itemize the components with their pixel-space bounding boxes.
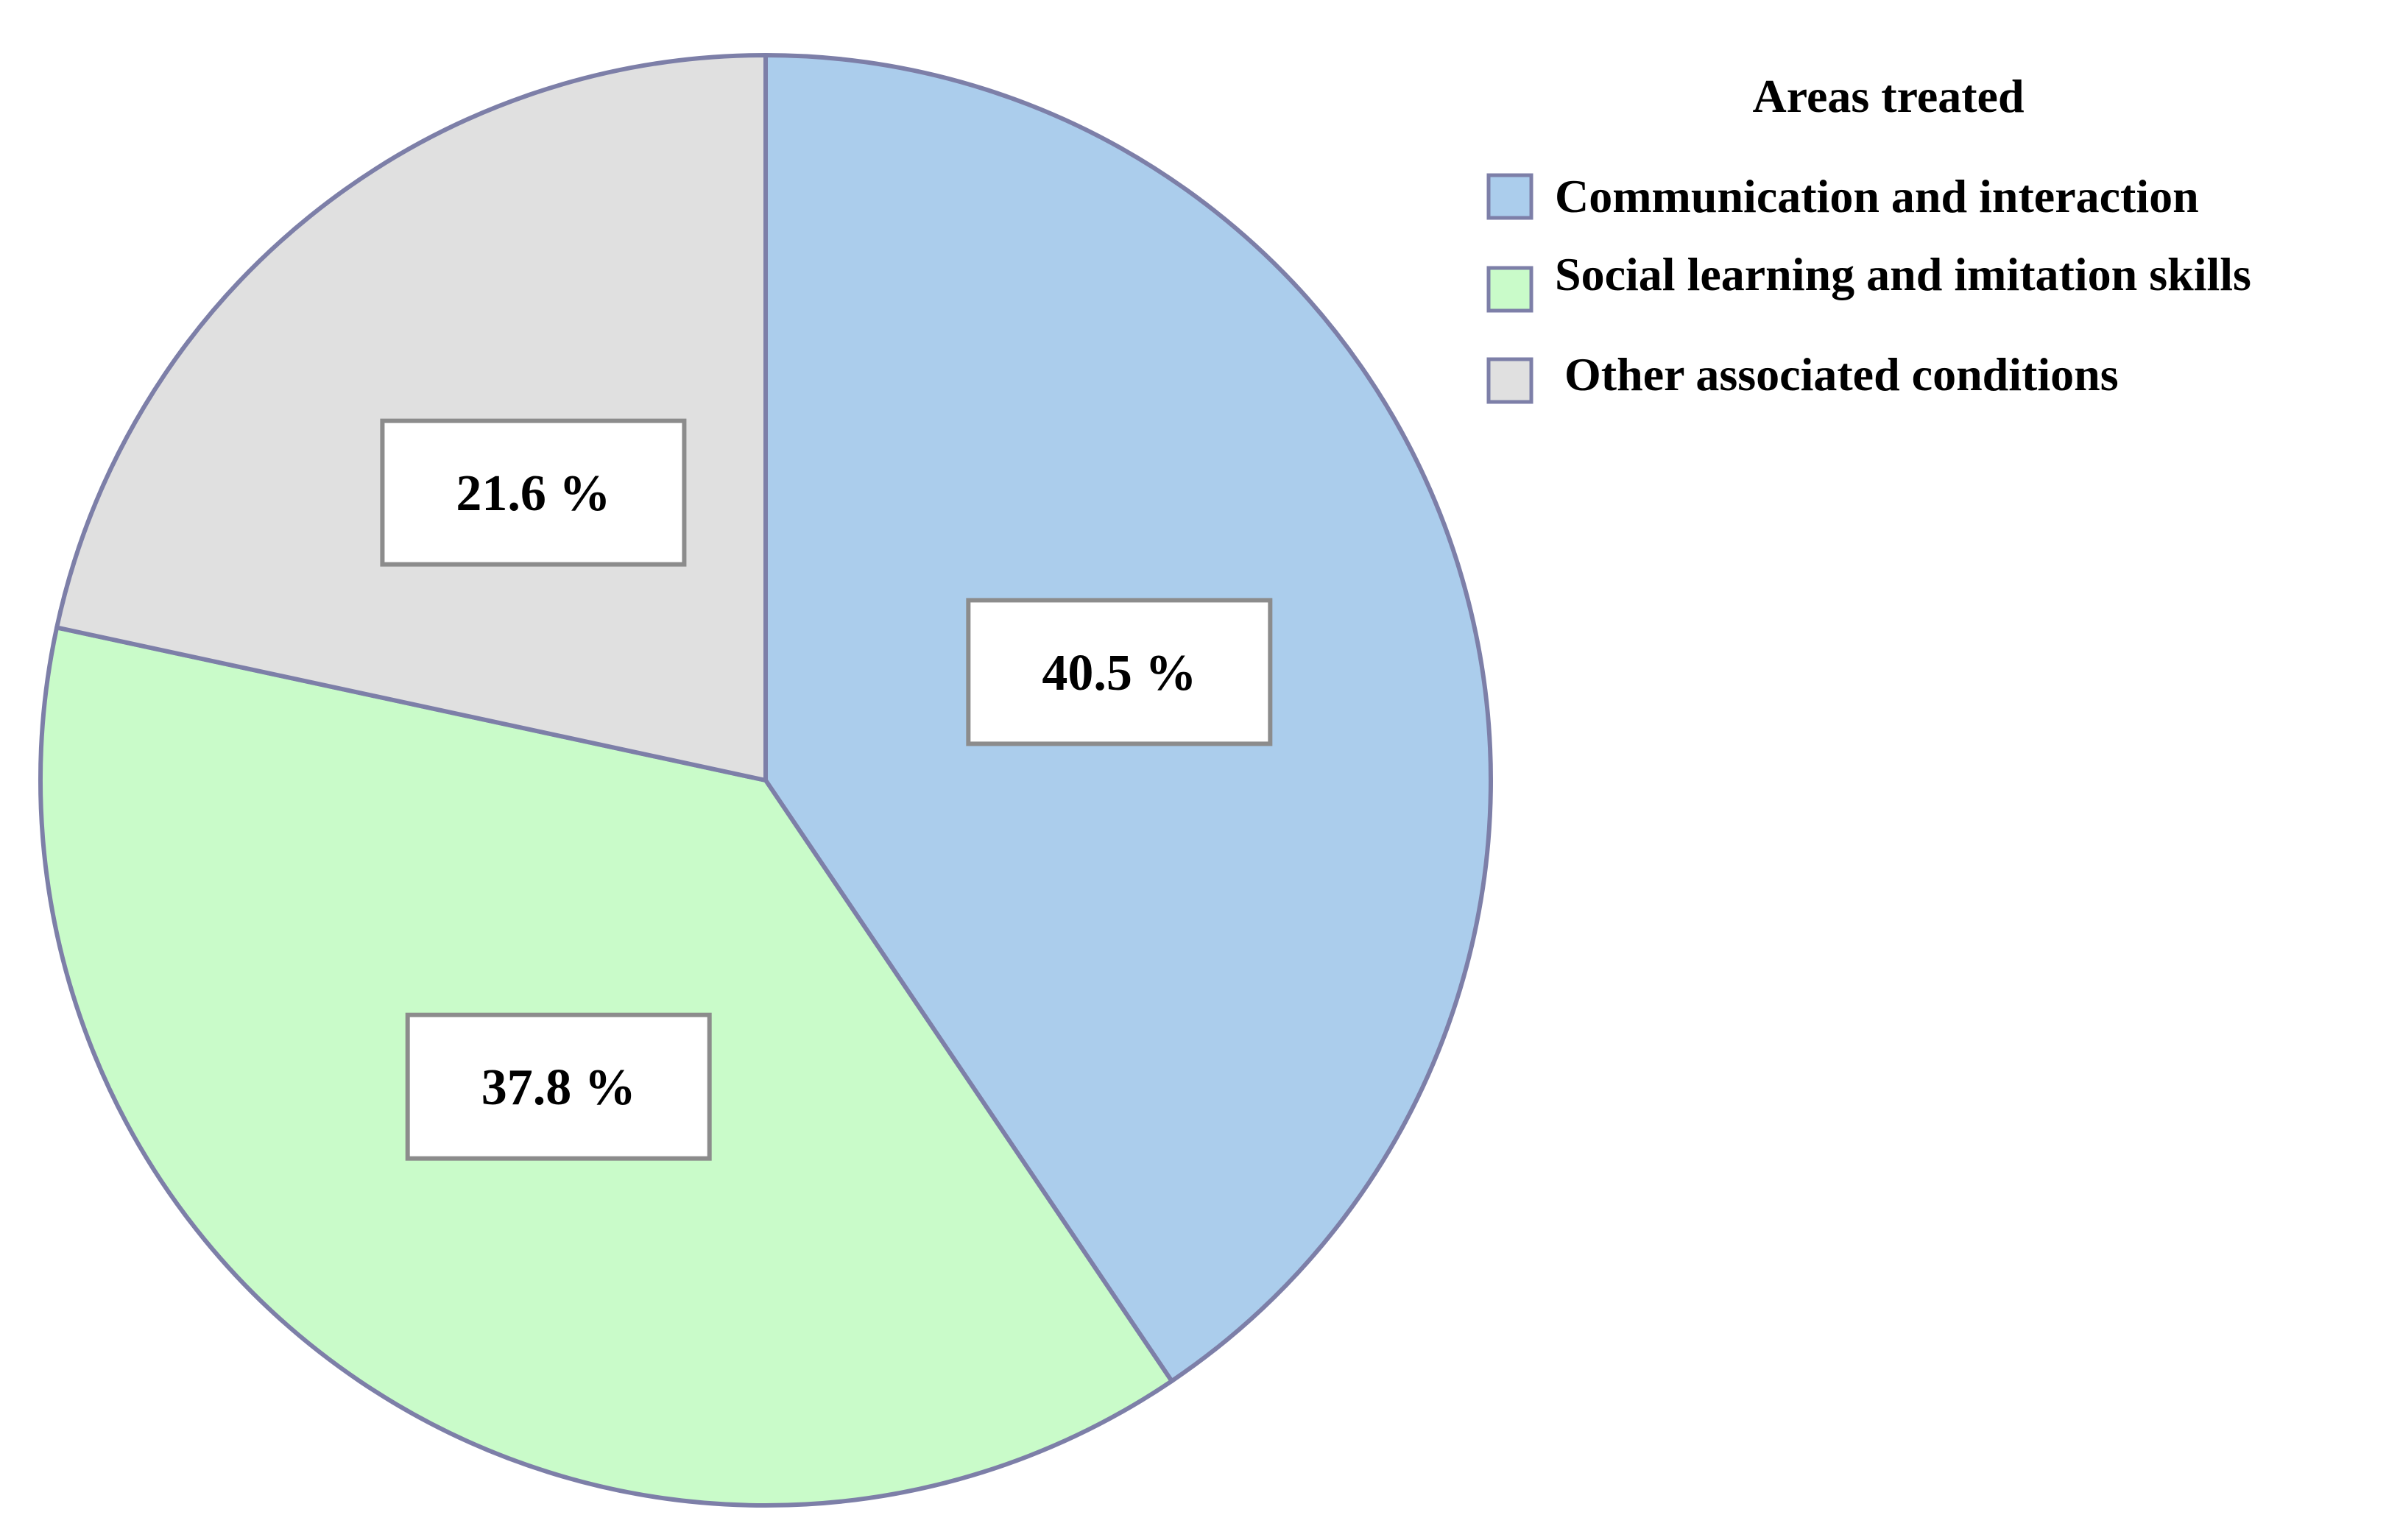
legend-item: Social learning and imitation skills xyxy=(1486,248,2251,313)
legend-swatch xyxy=(1486,173,1533,220)
legend-item: Other associated conditions xyxy=(1486,348,2119,404)
data-label-text: 21.6 % xyxy=(456,465,610,522)
data-label-box xyxy=(405,1012,712,1161)
legend-label: Communication and interaction xyxy=(1555,170,2199,222)
data-label: 21.6 % xyxy=(380,418,687,567)
legend-swatch xyxy=(1486,357,1533,404)
data-label: 40.5 % xyxy=(966,598,1273,746)
legend: Areas treated Communication and interact… xyxy=(1486,70,2251,404)
legend-item: Communication and interaction xyxy=(1486,170,2199,222)
pie-slices xyxy=(38,53,1493,1508)
legend-swatch xyxy=(1486,266,1533,313)
legend-label: Other associated conditions xyxy=(1564,348,2119,400)
data-label-text: 40.5 % xyxy=(1042,645,1196,702)
pie-data-labels: 40.5 % 37.8 % 21.6 % xyxy=(380,418,1273,1161)
data-label: 37.8 % xyxy=(405,1012,712,1161)
legend-title: Areas treated xyxy=(1752,70,2024,122)
legend-label: Social learning and imitation skills xyxy=(1555,248,2251,300)
data-label-box xyxy=(380,418,687,567)
pie-slice xyxy=(54,53,768,783)
data-label-text: 37.8 % xyxy=(481,1059,636,1116)
data-label-box xyxy=(966,598,1273,746)
